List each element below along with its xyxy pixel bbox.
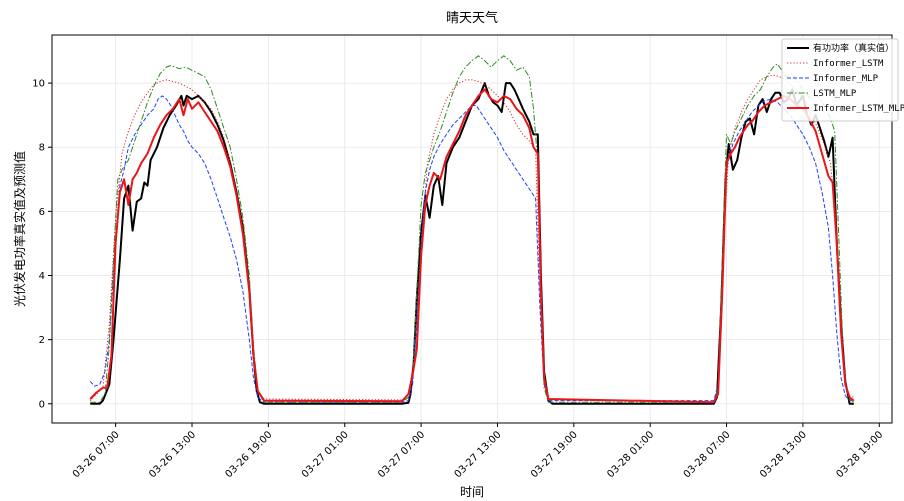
x-tick-label: 03-26 07:00: [71, 429, 122, 480]
legend: 有功功率（真实值） Informer_LSTM Informer_MLP LSTM_M…: [781, 38, 904, 122]
series-layer: [89, 55, 855, 405]
x-tick-label: 03-26 19:00: [224, 429, 275, 480]
series-line-4: [89, 88, 855, 404]
y-axis: 0 2 4 6 8 10: [32, 79, 52, 410]
x-tick-label: 03-27 01:00: [300, 429, 351, 480]
series-line-0: [90, 82, 854, 405]
x-axis-title: 时间: [460, 485, 484, 499]
x-tick-label: 03-28 01:00: [605, 429, 656, 480]
y-tick-label: 2: [39, 335, 45, 346]
x-tick-label: 03-28 13:00: [758, 429, 809, 480]
x-tick-label: 03-28 19:00: [834, 429, 885, 480]
chart-title: 晴天天气: [446, 10, 498, 26]
y-tick-label: 8: [39, 143, 45, 154]
y-axis-title: 光伏发电功率真实值及预测值: [12, 151, 27, 307]
x-tick-label: 03-27 13:00: [453, 429, 504, 480]
x-tick-label: 03-27 19:00: [529, 429, 580, 480]
y-tick-label: 4: [39, 271, 45, 282]
legend-box: [781, 38, 899, 122]
legend-label: 有功功率（真实值）: [813, 42, 894, 54]
y-tick-label: 0: [39, 399, 45, 410]
y-tick-label: 6: [39, 207, 45, 218]
series-line-2: [89, 95, 854, 403]
y-tick-label: 10: [32, 79, 45, 90]
legend-label: Informer_MLP: [813, 74, 879, 84]
x-tick-label: 03-26 13:00: [147, 429, 198, 480]
x-tick-label: 03-28 07:00: [682, 429, 733, 480]
x-tick-label: 03-27 07:00: [376, 429, 427, 480]
series-line-1: [89, 74, 854, 403]
x-axis: 03-26 07:00 03-26 13:00 03-26 19:00 03-27 0…: [71, 423, 885, 480]
legend-label: Informer_LSTM: [813, 59, 884, 69]
series-line-3: [90, 55, 855, 403]
legend-label: LSTM_MLP: [813, 89, 857, 99]
plot-frame: [51, 34, 893, 424]
grid: [52, 35, 892, 423]
legend-label: Informer_LSTM_MLP: [813, 104, 904, 114]
